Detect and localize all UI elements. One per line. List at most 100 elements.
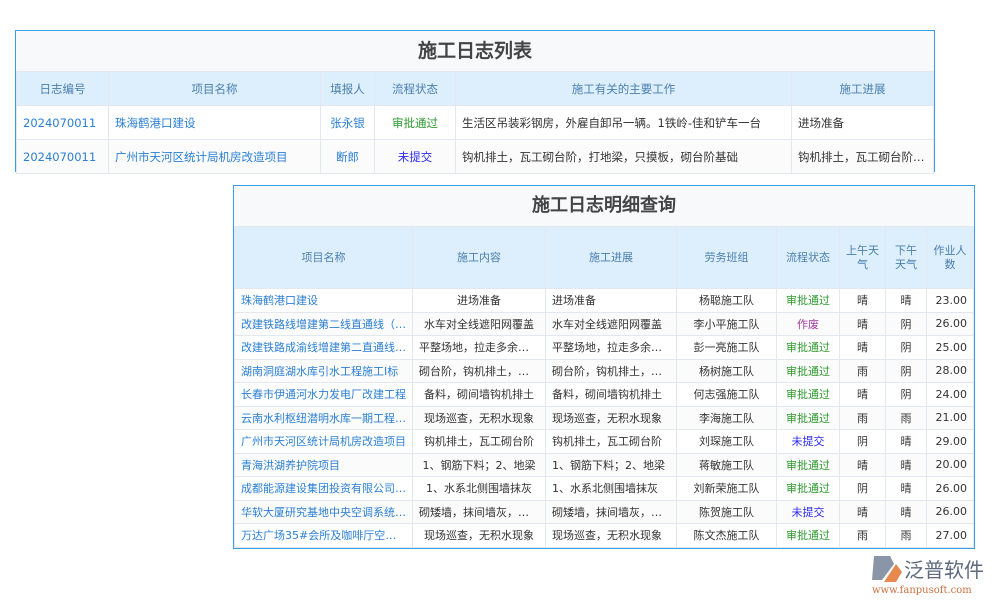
fanpusoft-logo: 泛普软件 www.fanpusoft.com [868,550,998,598]
am-weather-cell: 晴 [839,452,886,477]
pm-weather-cell: 晴 [885,288,927,313]
project-name-link[interactable]: 万达广场35#会所及咖啡厅空调安装工程 [234,523,413,548]
status-cell: 审批通过 [776,452,840,477]
column-header[interactable]: 项目名称 [234,226,413,289]
pm-weather-cell: 雨 [885,405,927,430]
project-name-link[interactable]: 云南水利枢纽潜明水库一期工程施工I标 [234,405,413,430]
workers-cell: 26.00 [926,311,974,336]
status-cell: 作废 [776,311,840,336]
table-row[interactable]: 改建铁路成渝线增建第二直通线（成渝）平整场地，拉走多余土方平整场地，拉走多余土方… [234,335,974,360]
workers-cell: 25.00 [926,335,974,360]
project-name-link[interactable]: 改建铁路成渝线增建第二直通线（成渝） [234,335,413,360]
log-list-panel: 施工日志列表 日志编号 项目名称 填报人 流程状态 施工有关的主要工作 施工进展 20240… [15,30,935,174]
status-cell: 未提交 [374,139,456,174]
project-name-link[interactable]: 改建铁路线增建第二线直通线（成都-西安） [234,311,413,336]
column-header[interactable]: 流程状态 [776,226,840,289]
progress-cell: 1、钢筋下料；2、地梁 [545,452,677,477]
content-cell: 砌台阶，钩机排土，打地梁 [412,358,546,383]
reporter-cell[interactable]: 张永银 [320,105,375,140]
column-header[interactable]: 施工进展 [791,71,934,106]
table-row[interactable]: 云南水利枢纽潜明水库一期工程施工I标 现场巡查，无积水现象 现场巡查，无积水现象 李海… [234,405,974,430]
labor-team-cell: 杨树施工队 [676,358,777,383]
table-row[interactable]: 长春市伊通河水力发电厂改建工程 备料，砌间墙钩机排土 备料，砌间墙钩机排土 何志强施工… [234,382,974,407]
main-work-cell: 钩机排土，瓦工砌台阶，打地梁，只摸板，砌台阶基础 [455,139,792,174]
progress-cell: 现场巡查，无积水现象 [545,405,677,430]
column-header[interactable]: 填报人 [320,71,375,106]
status-cell: 审批通过 [776,358,840,383]
progress-cell: 备料，砌间墙钩机排土 [545,382,677,407]
pm-weather-cell: 雨 [885,523,927,548]
pm-weather-cell: 晴 [885,476,927,501]
progress-cell: 钩机排土，瓦工砌台阶，打地梁 [791,139,934,174]
project-name-link[interactable]: 青海洪湖养护院项目 [234,452,413,477]
log-list-title: 施工日志列表 [16,31,934,71]
content-cell: 平整场地，拉走多余土方 [412,335,546,360]
labor-team-cell: 何志强施工队 [676,382,777,407]
progress-cell: 进场准备 [791,105,934,140]
project-name-link[interactable]: 珠海鹤港口建设 [234,288,413,313]
progress-cell: 水车对全线遮阳网覆盖 [545,311,677,336]
content-cell: 砌矮墙，抹间墙灰，打地梁 [412,499,546,524]
table-row[interactable]: 湖南洞庭湖水库引水工程施工I标 砌台阶，钩机排土，打地梁 砌台阶，钩机排土，打地梁杨… [234,358,974,383]
reporter-cell[interactable]: 断郎 [320,139,375,174]
table-row[interactable]: 2024070011 珠海鹤港口建设 张永银 审批通过 生活区吊装彩钢房，外雇自卸吊一辆… [16,105,934,140]
table-row[interactable]: 广州市天河区统计局机房改造项目 钩机排土，瓦工砌台阶 钩机排土，瓦工砌台阶 刘琛施工队… [234,429,974,454]
table-row[interactable]: 珠海鹤港口建设 进场准备 进场准备 杨聪施工队 审批通过晴晴 23.00 [234,288,974,313]
logo-icon: 泛普软件 www.fanpusoft.com [872,556,984,596]
project-name-link[interactable]: 珠海鹤港口建设 [108,105,321,140]
pm-weather-cell: 阴 [885,382,927,407]
am-weather-cell: 阴 [839,429,886,454]
table-row[interactable]: 2024070011 广州市天河区统计局机房改造项目 断郎 未提交 钩机排土，瓦工砌台阶… [16,139,934,174]
svg-text:泛普软件: 泛普软件 [904,558,984,582]
status-cell: 未提交 [776,499,840,524]
am-weather-cell: 晴 [839,311,886,336]
column-header[interactable]: 下午天气 [885,226,927,289]
log-id-link[interactable]: 2024070011 [16,139,109,174]
column-header[interactable]: 项目名称 [108,71,321,106]
content-cell: 钩机排土，瓦工砌台阶 [412,429,546,454]
table-row[interactable]: 华软大厦研究基地中央空调系统工程 砌矮墙，抹间墙灰，打地梁 砌矮墙，抹间墙灰，打地梁… [234,499,974,524]
labor-team-cell: 刘琛施工队 [676,429,777,454]
table-row[interactable]: 改建铁路线增建第二线直通线（成都-西安）水车对全线遮阳网覆盖水车对全线遮阳网覆盖… [234,311,974,336]
table-row[interactable]: 青海洪湖养护院项目 1、钢筋下料；2、地梁 1、钢筋下料；2、地梁 蒋敏施工队 审批通过… [234,452,974,477]
log-id-link[interactable]: 2024070011 [16,105,109,140]
column-header[interactable]: 施工进展 [545,226,677,289]
column-header[interactable]: 流程状态 [374,71,456,106]
main-work-cell: 生活区吊装彩钢房，外雇自卸吊一辆。1铁岭-佳和铲车一台 [455,105,792,140]
log-detail-table: 项目名称 施工内容 施工进展 劳务班组 流程状态 上午天气 下午天气 作业人数珠海鹤港口建设进… [234,226,974,548]
column-header[interactable]: 日志编号 [16,71,109,106]
column-header[interactable]: 上午天气 [839,226,886,289]
content-cell: 现场巡查，无积水现象 [412,405,546,430]
project-name-link[interactable]: 成都能源建设集团投资有限公司临时办公 [234,476,413,501]
project-name-link[interactable]: 华软大厦研究基地中央空调系统工程 [234,499,413,524]
content-cell: 1、水系北侧围墙抹灰 [412,476,546,501]
progress-cell: 平整场地，拉走多余土方 [545,335,677,360]
content-cell: 备料，砌间墙钩机排土 [412,382,546,407]
content-cell: 进场准备 [412,288,546,313]
column-header[interactable]: 施工有关的主要工作 [455,71,792,106]
project-name-link[interactable]: 长春市伊通河水力发电厂改建工程 [234,382,413,407]
labor-team-cell: 李小平施工队 [676,311,777,336]
am-weather-cell: 晴 [839,335,886,360]
table-row[interactable]: 成都能源建设集团投资有限公司临时办公1、水系北侧围墙抹灰1、水系北侧围墙抹灰刘新… [234,476,974,501]
project-name-link[interactable]: 湖南洞庭湖水库引水工程施工I标 [234,358,413,383]
am-weather-cell: 雨 [839,358,886,383]
pm-weather-cell: 晴 [885,429,927,454]
am-weather-cell: 雨 [839,405,886,430]
log-detail-panel: 施工日志明细查询 项目名称 施工内容 施工进展 劳务班组 流程状态 上午天气 下午天气 作业人… [233,185,975,549]
am-weather-cell: 雨 [839,523,886,548]
labor-team-cell: 陈文杰施工队 [676,523,777,548]
workers-cell: 27.00 [926,523,974,548]
labor-team-cell: 杨聪施工队 [676,288,777,313]
workers-cell: 24.00 [926,382,974,407]
content-cell: 1、钢筋下料；2、地梁 [412,452,546,477]
project-name-link[interactable]: 广州市天河区统计局机房改造项目 [108,139,321,174]
pm-weather-cell: 晴 [885,499,927,524]
column-header[interactable]: 施工内容 [412,226,546,289]
table-row[interactable]: 万达广场35#会所及咖啡厅空调安装工程现场巡查，无积水现象现场巡查，无积水现象陈… [234,523,974,548]
column-header[interactable]: 劳务班组 [676,226,777,289]
column-header[interactable]: 作业人数 [926,226,974,289]
project-name-link[interactable]: 广州市天河区统计局机房改造项目 [234,429,413,454]
labor-team-cell: 刘新荣施工队 [676,476,777,501]
svg-text:www.fanpusoft.com: www.fanpusoft.com [872,585,972,596]
